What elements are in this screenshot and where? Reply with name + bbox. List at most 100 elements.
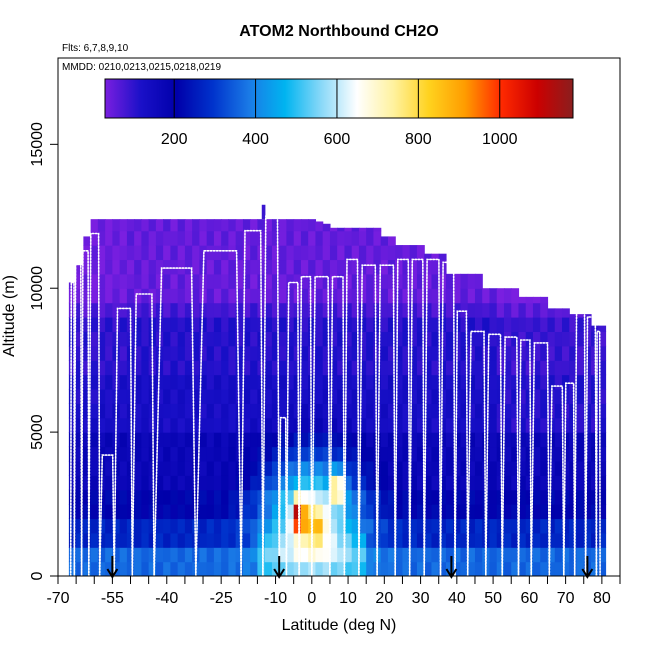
heat-cell [134, 331, 142, 347]
heat-cell [547, 475, 556, 491]
heat-cell [279, 219, 288, 232]
heat-cell [358, 227, 367, 232]
heat-cell [322, 561, 331, 576]
heat-cell [308, 374, 317, 390]
heat-cell [213, 489, 222, 505]
heat-cell [286, 360, 295, 376]
heat-cell [329, 489, 338, 505]
heat-cell [344, 259, 353, 275]
flight-profile-track [358, 264, 378, 576]
heat-cell [467, 518, 476, 534]
heat-cell [228, 259, 237, 275]
heat-cell [264, 273, 273, 289]
heat-cell [315, 504, 324, 520]
heat-cell [547, 331, 556, 347]
heat-cell [554, 417, 563, 433]
heat-cell [358, 475, 367, 491]
heat-cell [228, 317, 237, 332]
heat-cell [540, 561, 549, 576]
heat-cell [141, 561, 150, 576]
heat-cell [170, 345, 179, 361]
heat-cell [569, 345, 578, 361]
heat-cell [576, 314, 585, 318]
heat-cell [518, 331, 527, 347]
heat-cell [315, 489, 324, 505]
heat-cell [344, 446, 353, 462]
heat-cell [242, 475, 251, 491]
heat-cell [199, 532, 208, 548]
heat-cell [380, 561, 389, 576]
heat-cell [286, 432, 295, 448]
heat-cell [467, 460, 476, 476]
heat-cell [380, 475, 389, 491]
heat-cell [387, 547, 396, 563]
heat-cell [134, 230, 142, 246]
heat-cell [402, 417, 411, 433]
heat-cell [474, 388, 483, 404]
dates-subtitle: MMDD: 0210,0213,0215,0218,0219 [62, 62, 221, 73]
heat-cell [264, 302, 273, 318]
heat-cell [344, 273, 353, 289]
heat-cell [264, 446, 273, 462]
heat-cell [286, 388, 295, 404]
heat-cell [358, 317, 367, 332]
heat-cell [184, 417, 193, 433]
heat-cell [503, 561, 512, 576]
heat-cell [532, 317, 541, 332]
arrow-down-icon [445, 568, 458, 579]
heat-cell [416, 561, 425, 576]
heat-cell [489, 518, 498, 534]
x-tick-label: 70 [557, 590, 575, 607]
heat-cell [257, 561, 266, 576]
heat-cell [286, 345, 295, 361]
heat-cell [177, 302, 186, 318]
heat-cell [170, 273, 179, 289]
heat-cell [329, 374, 338, 390]
heat-cell [308, 360, 317, 376]
heat-cell [300, 504, 309, 520]
heat-cell [141, 331, 150, 347]
heat-cell [366, 489, 375, 505]
heat-cell [503, 475, 512, 491]
y-tick-label: 15000 [29, 122, 46, 167]
heat-cell [213, 417, 222, 433]
heat-cell [583, 547, 592, 563]
heat-cell [141, 245, 150, 261]
x-tick-label: -70 [46, 590, 69, 607]
heat-cell [431, 317, 440, 332]
heat-cell [90, 475, 99, 491]
heat-cell [90, 245, 99, 261]
heat-cell [402, 331, 411, 347]
heat-cell [126, 273, 135, 289]
heat-cell [141, 504, 150, 520]
heat-cell [90, 446, 99, 462]
heat-cell [569, 504, 578, 520]
heat-cell [213, 245, 222, 261]
heat-cell [177, 432, 186, 448]
heat-cell [250, 388, 259, 404]
heat-cell [163, 417, 171, 433]
heat-cell [366, 475, 375, 491]
heat-cell [358, 302, 367, 318]
heat-cell [503, 460, 512, 476]
heat-cell [395, 489, 404, 505]
heat-cell [569, 460, 578, 476]
heat-cell [460, 403, 469, 419]
flight-profile-track [423, 258, 442, 576]
heat-cell [525, 475, 534, 491]
heat-cell [547, 489, 556, 505]
heat-cell [206, 360, 215, 376]
heat-cell [387, 504, 396, 520]
heat-cell [199, 388, 208, 404]
heat-cell [242, 245, 251, 261]
heat-cell [511, 345, 520, 361]
heat-cell [141, 219, 150, 232]
heat-cell [409, 245, 418, 261]
heat-cell [126, 532, 135, 548]
heat-cell [532, 403, 541, 419]
heat-cell [409, 504, 418, 520]
heat-cell [344, 302, 353, 318]
heat-cell [163, 489, 171, 505]
colorbar-box [104, 78, 574, 119]
heat-cell [264, 374, 273, 390]
